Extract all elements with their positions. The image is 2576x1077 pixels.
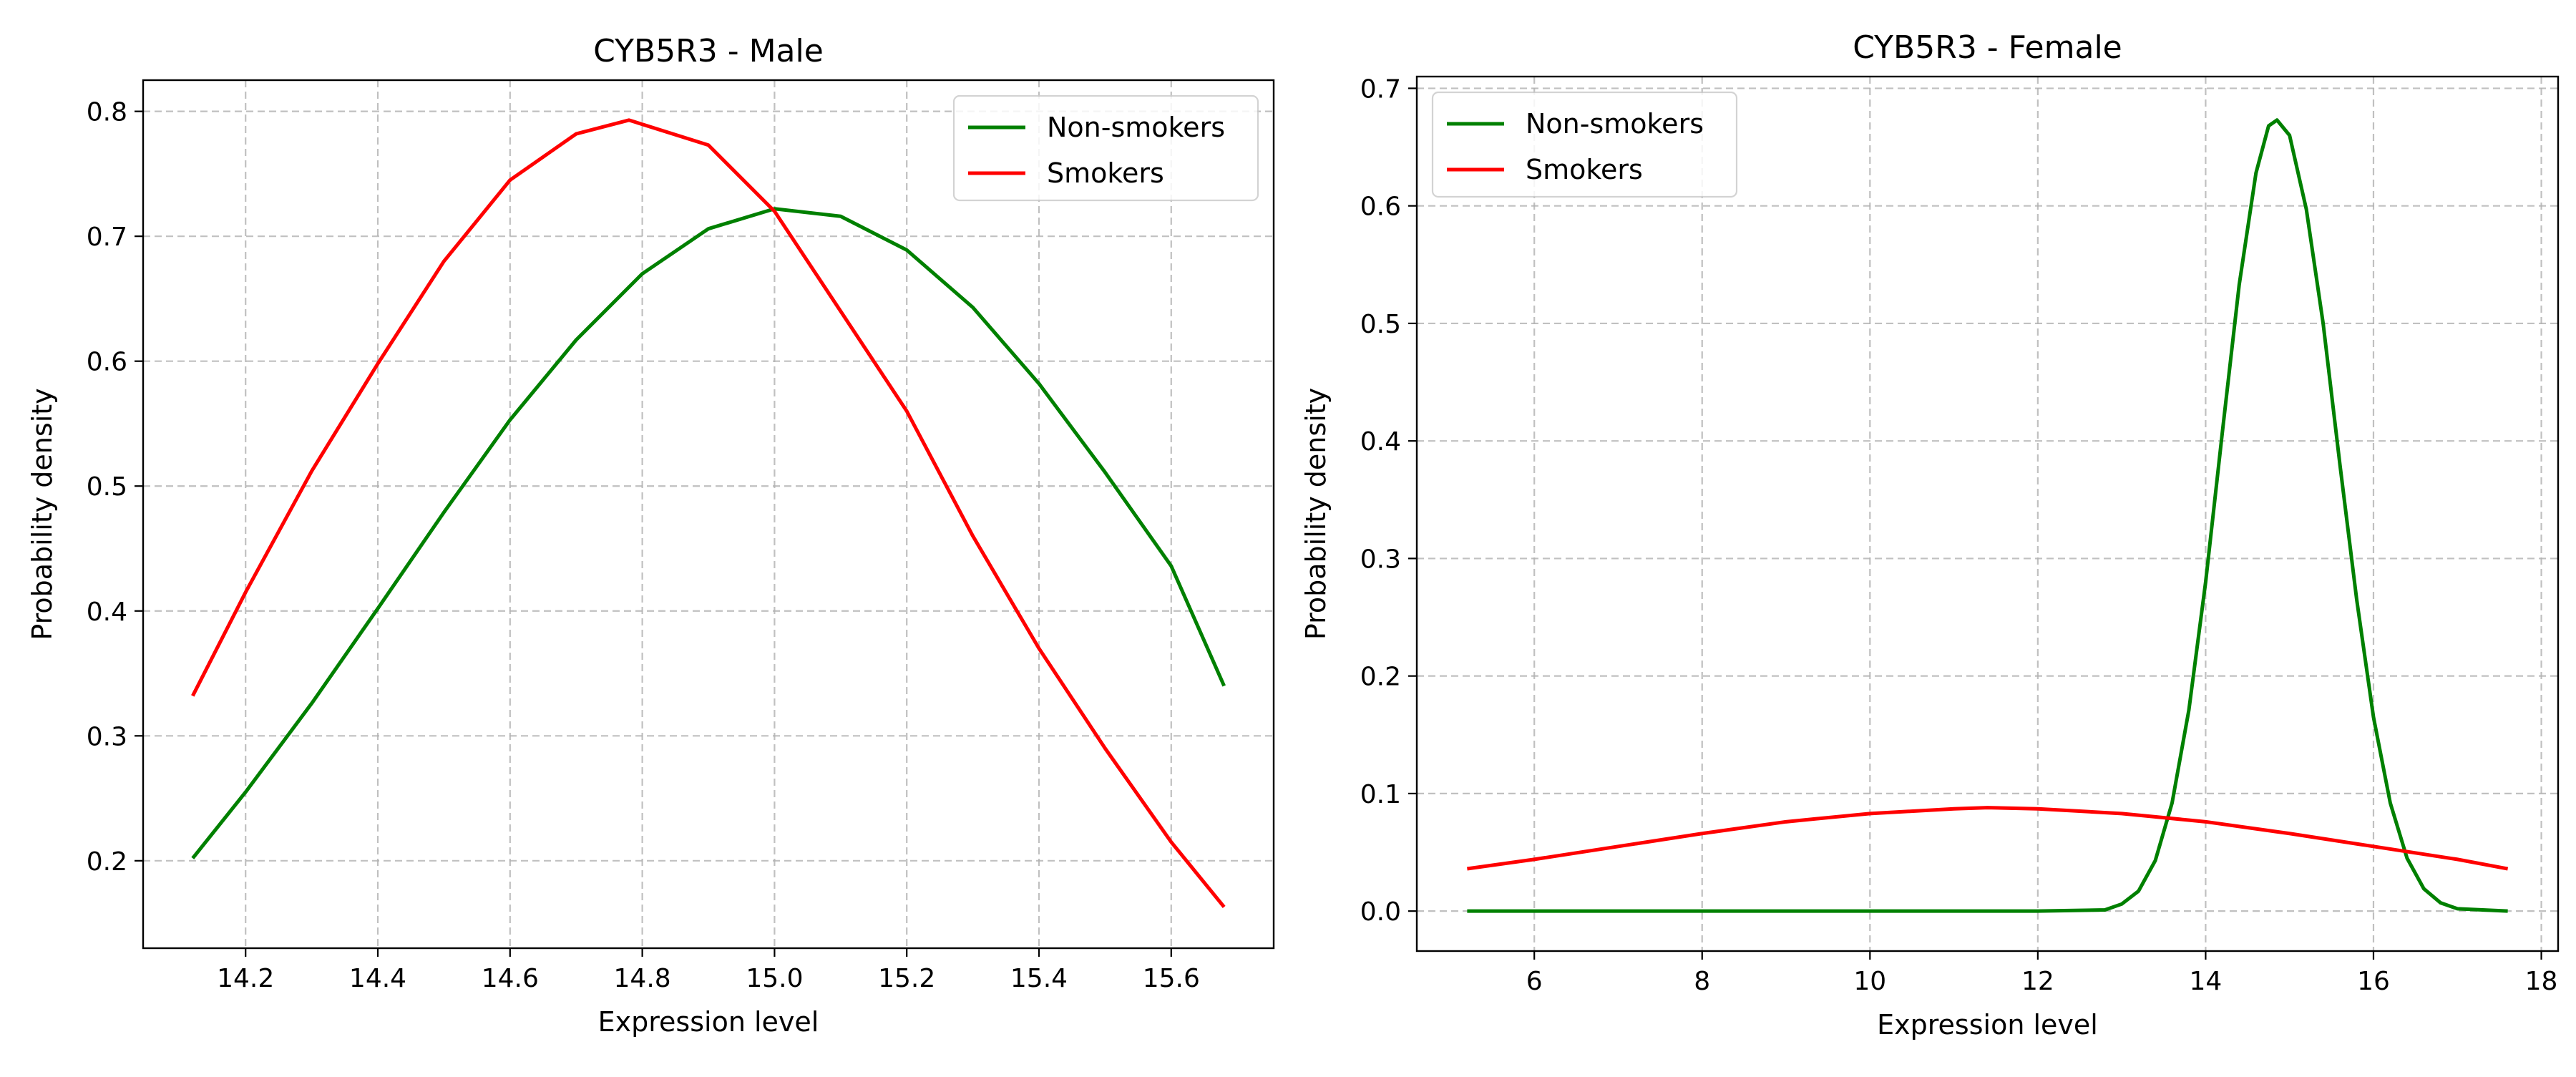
x-tick-label: 10: [1853, 967, 1886, 996]
y-tick-label: 0.8: [87, 98, 127, 127]
y-axis-label: Probability density: [1300, 388, 1332, 640]
plot-frame: [1415, 75, 2560, 952]
x-tick-label: 14.4: [349, 964, 406, 993]
x-tick-label: 8: [1694, 967, 1710, 996]
x-tick-label: 18: [2525, 967, 2558, 996]
y-tick-label: 0.5: [87, 472, 127, 502]
y-tick-label: 0.2: [87, 847, 127, 877]
x-axis-label: Expression level: [1877, 1009, 2098, 1041]
y-tick-label: 0.0: [1360, 897, 1401, 927]
x-tick-label: 12: [2021, 967, 2054, 996]
y-tick-label: 0.5: [1360, 310, 1401, 339]
y-tick-label: 0.3: [87, 722, 127, 751]
chart-panel-1: 14.2 14.4 14.6 14.8 15.0 15.2 15.4 15.6 0.2 0.3 0.…: [26, 33, 1275, 1038]
x-tick-label: 6: [1526, 967, 1543, 996]
plot-frame: [142, 79, 1275, 950]
legend-label: Non-smokers: [1047, 112, 1225, 143]
chart-panel-2: 6 8 10 12 14 16 18 0.0 0.1 0.2 0.3 0.4 0.5 0.6 0.7 CYB5…: [1300, 29, 2560, 1041]
y-tick-label: 0.4: [87, 598, 127, 627]
x-tick-label: 16: [2357, 967, 2390, 996]
y-tick-label: 0.1: [1360, 780, 1401, 809]
y-axis-label: Probability density: [26, 388, 58, 640]
y-tick-label: 0.7: [87, 223, 127, 252]
chart-title: CYB5R3 - Male: [593, 33, 824, 69]
x-tick-label: 15.2: [878, 964, 935, 993]
y-tick-label: 0.7: [1360, 74, 1401, 104]
x-tick-label: 14.2: [217, 964, 274, 993]
x-axis-label: Expression level: [598, 1006, 819, 1038]
legend-label: Non-smokers: [1526, 108, 1704, 140]
y-tick-label: 0.2: [1360, 663, 1401, 692]
x-tick-label: 15.6: [1143, 964, 1200, 993]
y-tick-label: 0.4: [1360, 427, 1401, 457]
chart-title: CYB5R3 - Female: [1853, 29, 2122, 66]
series-line-non-smokers: [1467, 118, 2508, 913]
y-tick-label: 0.6: [87, 348, 127, 377]
series-line-smokers: [1467, 806, 2509, 871]
series-line-non-smokers: [191, 207, 1226, 859]
legend: Non-smokers Smokers: [1431, 91, 1738, 198]
legend-label: Smokers: [1047, 157, 1164, 189]
y-tick-label: 0.6: [1360, 193, 1401, 222]
x-tick-label: 15.0: [746, 964, 803, 993]
x-tick-label: 14.8: [614, 964, 671, 993]
series-line-smokers: [191, 118, 1226, 908]
legend-label: Smokers: [1526, 154, 1643, 185]
x-tick-label: 14.6: [482, 964, 539, 993]
y-tick-label: 0.3: [1360, 545, 1401, 574]
legend-box: [1431, 91, 1738, 198]
legend: Non-smokers Smokers: [952, 94, 1259, 202]
x-tick-label: 15.4: [1010, 964, 1068, 993]
legend-box: [952, 94, 1259, 202]
x-tick-label: 14: [2190, 967, 2223, 996]
